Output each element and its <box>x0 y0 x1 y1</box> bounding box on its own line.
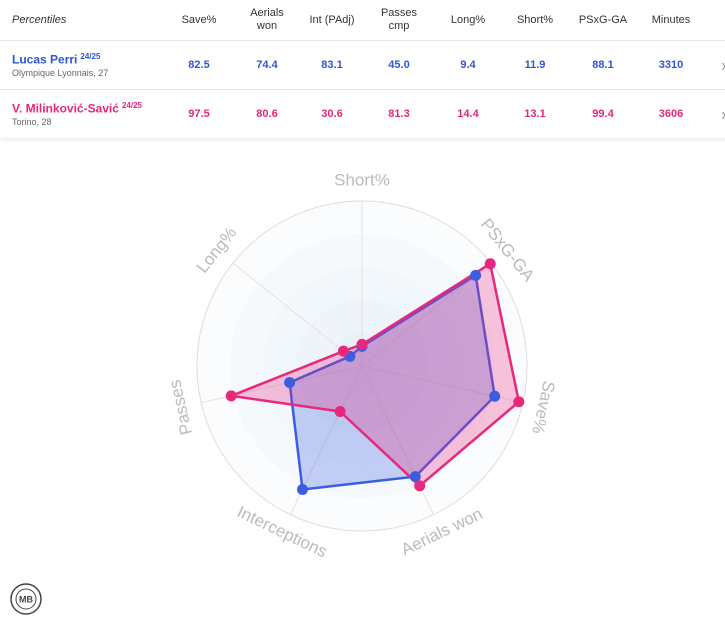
stat-cell: 99.4 <box>569 89 637 138</box>
stat-cell: 45.0 <box>363 40 435 90</box>
player-row: Lucas Perri 24/25 Olympique Lyonnais, 27 82… <box>0 40 725 90</box>
header: Aerials won <box>233 0 301 41</box>
stat-cell: 81.3 <box>363 89 435 138</box>
remove-button[interactable]: x <box>721 106 725 122</box>
stat-cell: 3310 <box>637 40 705 90</box>
stat-cell: 14.4 <box>435 89 501 138</box>
stat-cell: 83.1 <box>301 40 363 90</box>
header: Passes cmp <box>363 0 435 41</box>
season: 24/25 <box>80 52 101 62</box>
header-text: Aerials won <box>250 7 284 32</box>
radar-point <box>297 484 309 496</box>
stat-cell: 74.4 <box>233 40 301 90</box>
radar-point <box>337 345 349 357</box>
radar-point <box>513 396 525 408</box>
stat-cell: 9.4 <box>435 40 501 90</box>
player-name: Lucas Perri <box>12 52 78 67</box>
header: Short% <box>516 13 554 26</box>
radar-point <box>334 405 346 417</box>
stat-cell: 80.6 <box>233 89 301 138</box>
logo: MB <box>10 583 42 615</box>
stat-cell: 82.5 <box>165 40 233 90</box>
header: PSxG-GA <box>578 13 628 26</box>
remove-button[interactable]: x <box>721 57 725 73</box>
remove-cell: x <box>705 40 725 90</box>
comparison-table: Percentiles Save% Aerials won Int (PAdj)… <box>0 0 725 138</box>
remove-cell: x <box>705 89 725 138</box>
stat-cell: 11.9 <box>501 40 569 90</box>
season: 24/25 <box>121 101 142 111</box>
header: Save% <box>181 13 217 26</box>
header-text: Passes cmp <box>380 7 418 32</box>
header: Percentiles <box>12 13 67 26</box>
header: Minutes <box>651 13 691 26</box>
logo-ring <box>10 583 42 615</box>
stat-cell: 88.1 <box>569 40 637 90</box>
radar-point <box>489 390 501 402</box>
radar-point <box>484 258 496 270</box>
player-row: V. Milinković-Savić 24/25 Torino, 28 97.5 80… <box>0 89 725 138</box>
radar-point <box>470 269 482 281</box>
axis-label: Passes <box>165 378 196 437</box>
logo-inner <box>15 588 37 610</box>
axis-label: Save% <box>528 379 559 436</box>
radar-point <box>409 471 421 483</box>
stat-cell: 13.1 <box>501 89 569 138</box>
axis-label: Short% <box>334 170 390 189</box>
logo-text: MB <box>19 594 33 604</box>
radar-point <box>414 480 426 492</box>
club: Olympique Lyonnais, 27 <box>12 67 109 78</box>
radar-area <box>229 262 521 488</box>
radar-point <box>225 390 237 402</box>
radar-area <box>288 274 496 491</box>
player-cell: Lucas Perri 24/25 Olympique Lyonnais, 27 <box>0 40 165 90</box>
header-row: Percentiles Save% Aerials won Int (PAdj)… <box>0 0 725 41</box>
stat-cell: 30.6 <box>301 89 363 138</box>
radar-point <box>284 377 296 389</box>
stat-cell: 97.5 <box>165 89 233 138</box>
player-name: V. Milinković-Savić <box>12 101 119 116</box>
header: Long% <box>450 13 486 26</box>
radar-point <box>356 338 368 350</box>
player-cell: V. Milinković-Savić 24/25 Torino, 28 <box>0 89 165 138</box>
header: Int (PAdj) <box>309 13 355 26</box>
stat-cell: 3606 <box>637 89 705 138</box>
club: Torino, 28 <box>12 116 52 127</box>
